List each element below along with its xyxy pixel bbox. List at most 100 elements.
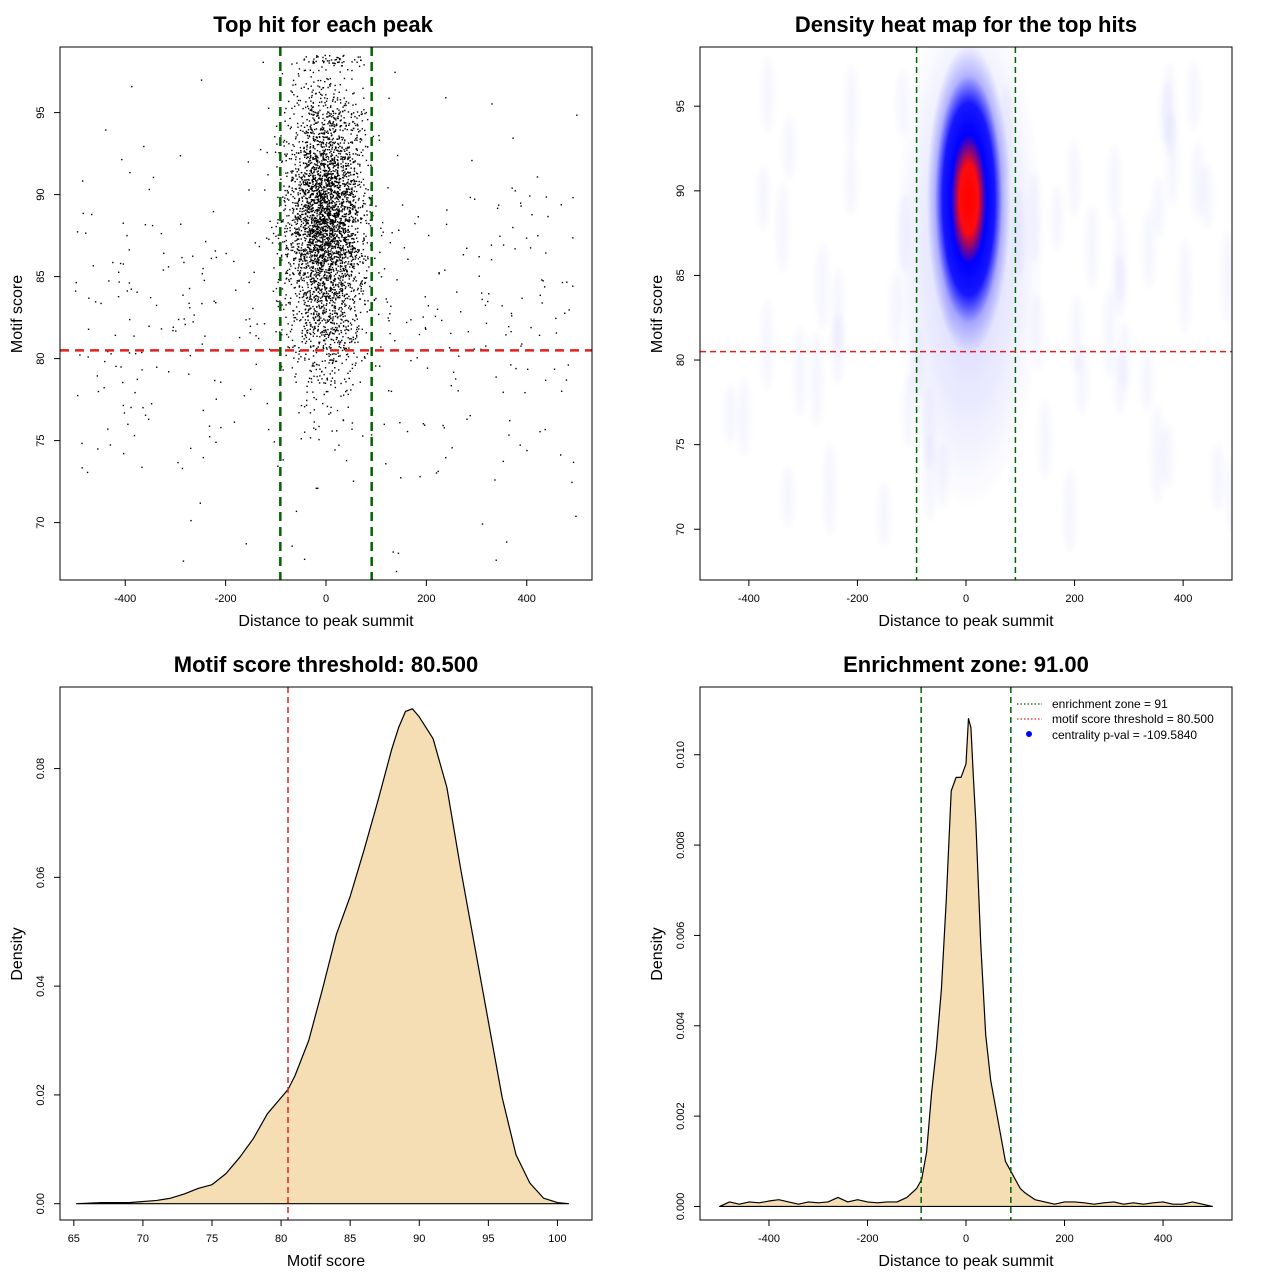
data-point	[342, 394, 345, 396]
data-point	[321, 360, 324, 363]
data-point	[357, 227, 359, 230]
data-point	[353, 306, 356, 308]
data-point	[310, 242, 312, 244]
data-point	[334, 386, 337, 389]
data-point	[438, 273, 440, 275]
data-point	[345, 172, 347, 175]
data-point	[149, 296, 152, 299]
data-point	[289, 229, 291, 232]
data-point	[301, 115, 303, 118]
data-point	[316, 239, 319, 241]
data-point	[348, 278, 351, 280]
data-point	[341, 270, 343, 272]
data-point	[406, 430, 409, 433]
data-point	[353, 199, 355, 201]
data-point	[346, 147, 349, 149]
data-point	[343, 192, 346, 195]
density-streak	[783, 116, 795, 179]
data-point	[298, 232, 300, 235]
data-point	[293, 257, 295, 260]
data-point	[347, 320, 349, 322]
data-point	[318, 182, 321, 185]
data-point	[315, 168, 317, 171]
data-point	[343, 299, 345, 302]
data-point	[322, 105, 325, 107]
data-point	[342, 156, 344, 158]
data-point	[307, 241, 310, 243]
data-point	[304, 209, 307, 211]
data-point	[329, 297, 332, 300]
data-point	[334, 89, 336, 91]
data-point	[308, 247, 311, 249]
data-point	[332, 222, 334, 225]
data-point	[324, 258, 327, 261]
x-tick-label: 400	[518, 593, 536, 605]
data-point	[360, 285, 362, 288]
data-point	[329, 83, 332, 85]
data-point	[350, 290, 353, 293]
data-point	[298, 350, 301, 352]
data-point	[329, 222, 331, 225]
data-point	[319, 233, 321, 235]
data-point	[339, 209, 341, 212]
data-point	[469, 196, 472, 199]
data-point	[321, 260, 323, 262]
data-point	[342, 276, 344, 279]
data-point	[311, 235, 314, 238]
data-point	[319, 216, 321, 218]
data-point	[313, 281, 316, 284]
data-point	[291, 246, 293, 248]
data-point	[343, 222, 345, 225]
data-point	[317, 223, 319, 226]
data-point	[485, 322, 488, 325]
data-point	[330, 321, 333, 324]
data-point	[366, 214, 368, 216]
data-point	[400, 477, 402, 479]
data-point	[572, 237, 574, 239]
data-point	[364, 134, 367, 136]
data-point	[342, 347, 345, 349]
data-point	[313, 319, 316, 321]
data-point	[344, 196, 346, 198]
data-point	[315, 428, 317, 431]
data-point	[342, 55, 344, 57]
data-point	[308, 179, 310, 181]
data-point	[297, 267, 299, 269]
data-point	[341, 288, 344, 290]
data-point	[307, 107, 310, 110]
data-point	[314, 321, 317, 324]
data-point	[317, 121, 319, 123]
data-point	[313, 58, 315, 60]
data-point	[141, 351, 143, 354]
data-point	[337, 214, 339, 216]
data-point	[354, 294, 357, 297]
data-point	[323, 309, 325, 311]
data-point	[215, 256, 218, 259]
data-point	[117, 295, 120, 298]
data-point	[328, 170, 331, 172]
data-point	[330, 153, 333, 155]
data-point	[329, 160, 332, 163]
data-point	[332, 283, 334, 285]
data-point	[306, 260, 308, 262]
data-point	[342, 248, 345, 251]
data-point	[320, 192, 322, 194]
data-point	[336, 149, 338, 152]
data-point	[333, 295, 335, 297]
data-point	[313, 190, 316, 192]
data-point	[337, 352, 339, 354]
data-point	[354, 233, 357, 236]
data-point	[316, 162, 319, 164]
data-point	[336, 186, 339, 189]
data-point	[328, 217, 330, 219]
data-point	[347, 69, 349, 71]
data-point	[326, 179, 329, 181]
data-point	[332, 214, 334, 217]
data-point	[310, 256, 313, 258]
data-point	[473, 348, 475, 350]
data-point	[351, 187, 353, 189]
data-point	[350, 188, 352, 190]
data-point	[335, 336, 338, 339]
data-point	[333, 156, 336, 159]
